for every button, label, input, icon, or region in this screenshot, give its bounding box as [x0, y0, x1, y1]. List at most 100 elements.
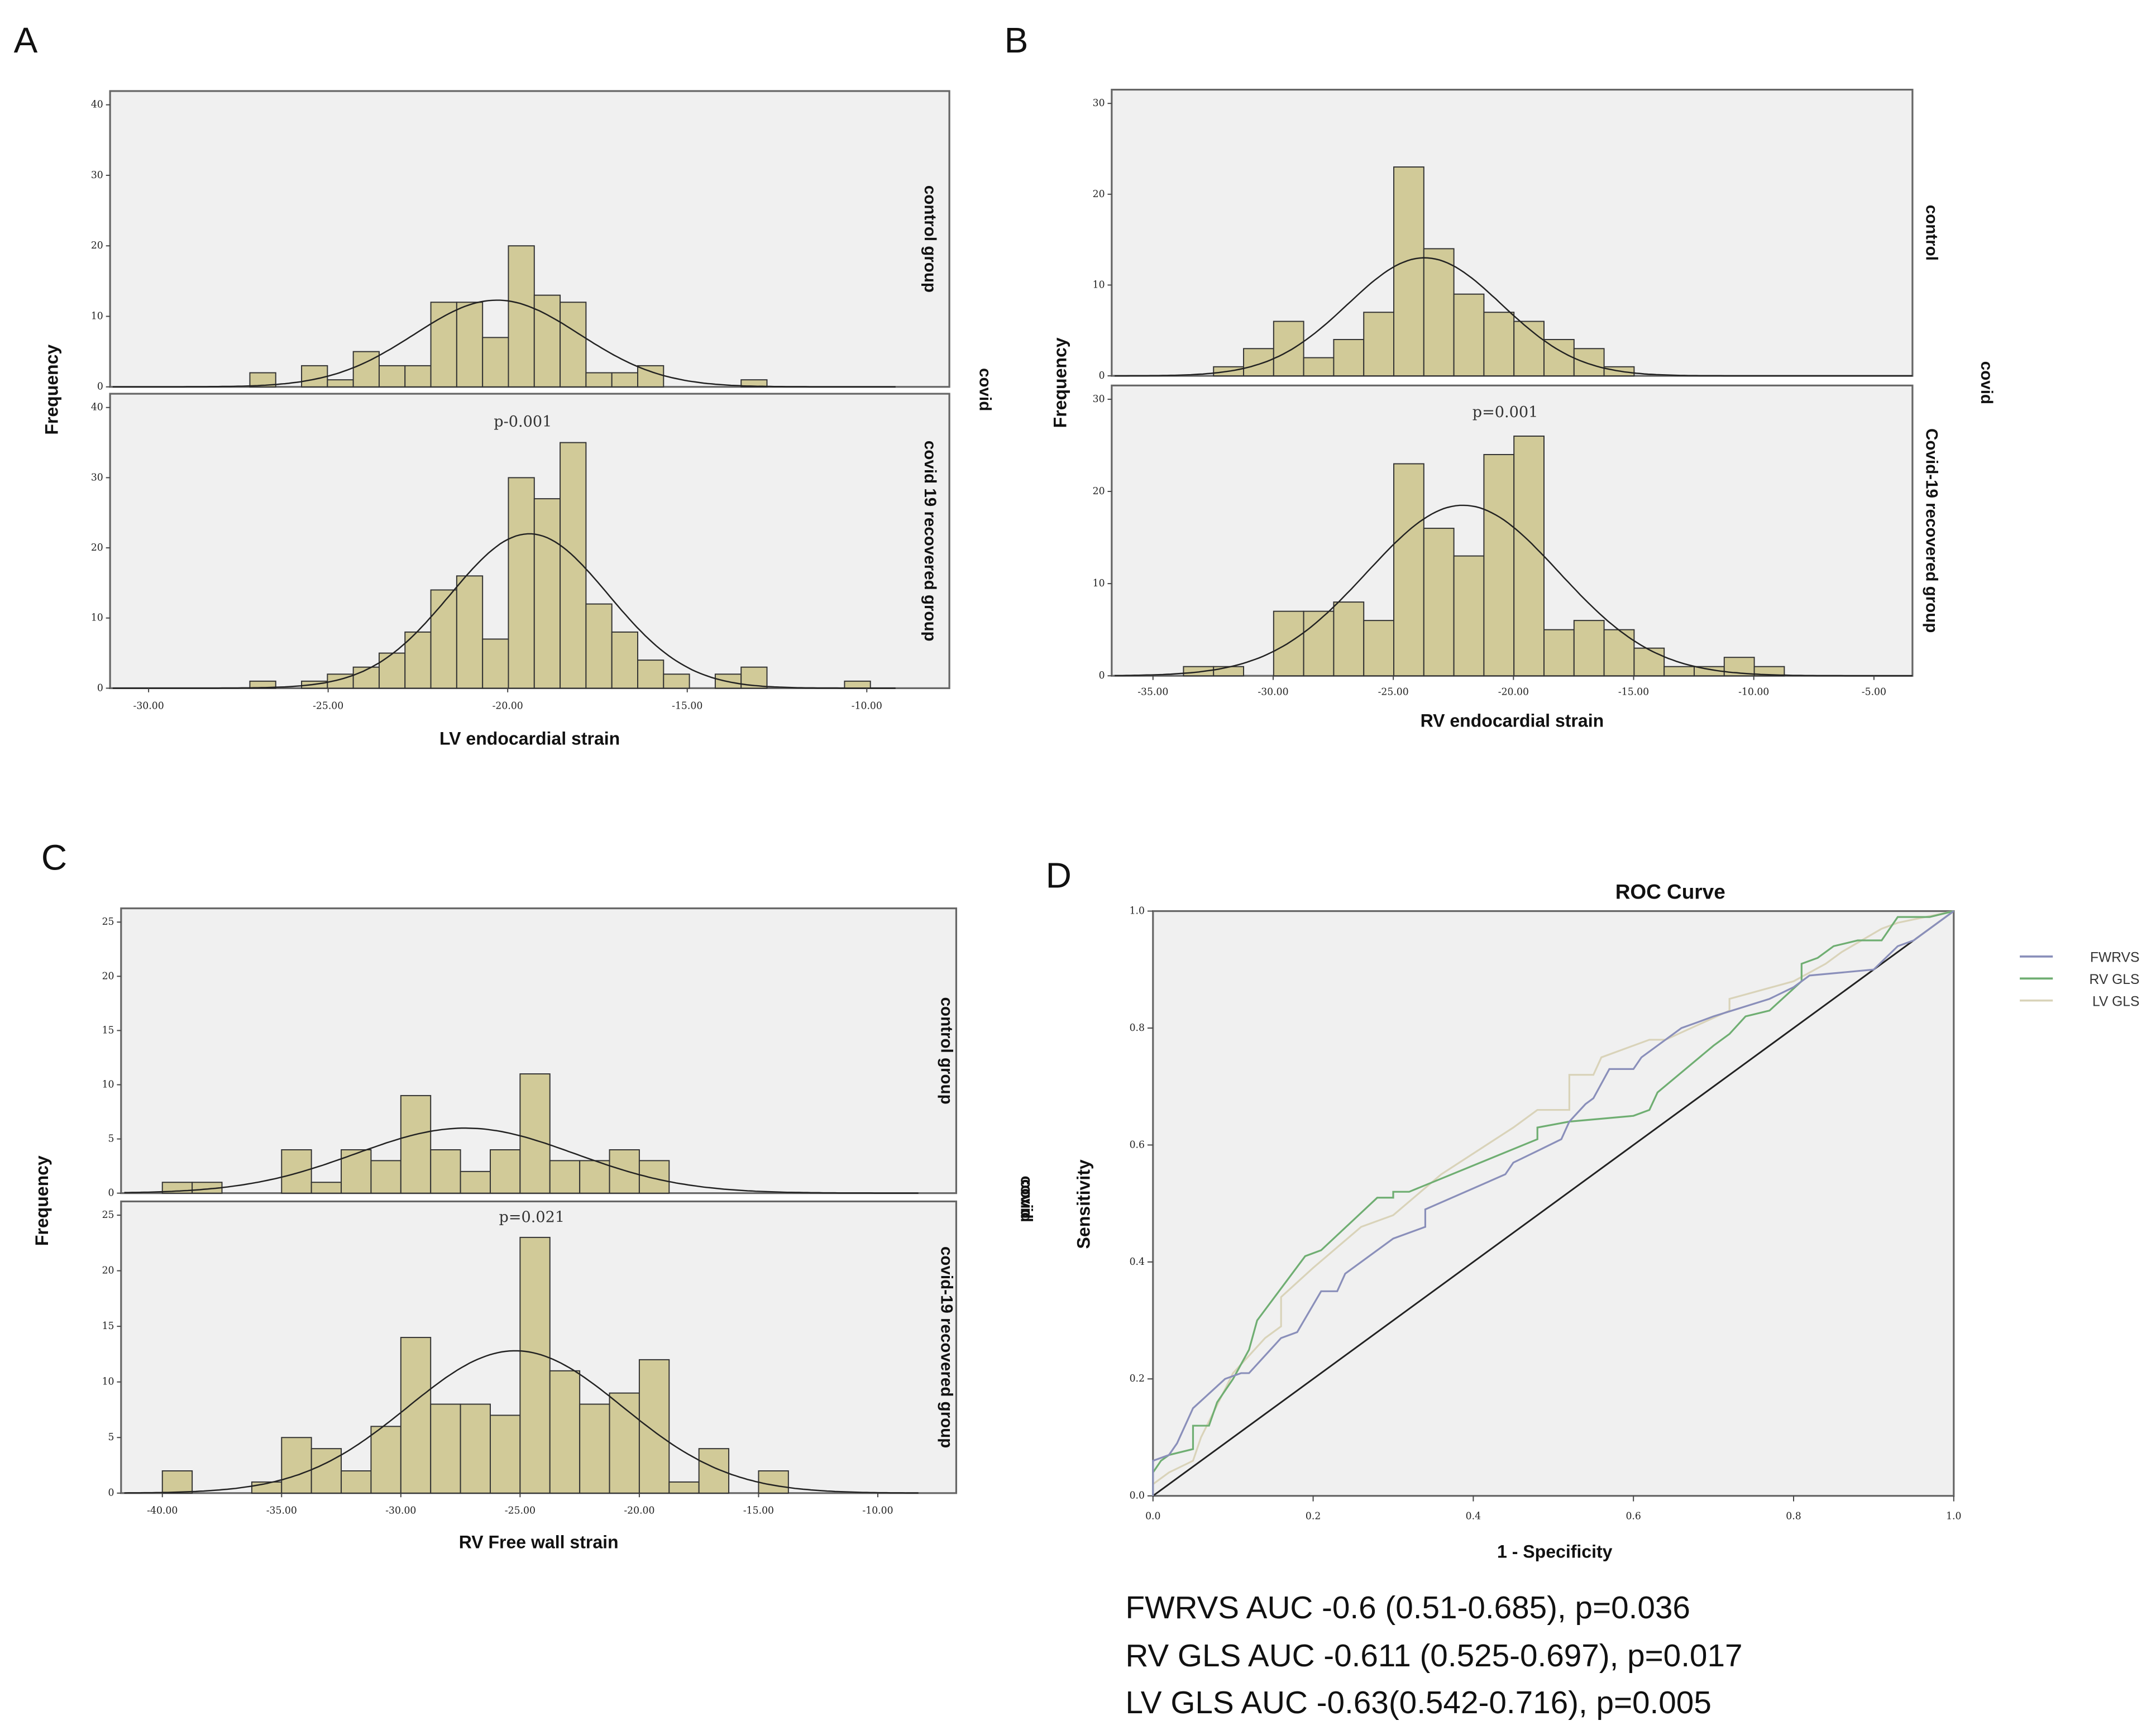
histogram-bar: [430, 1149, 461, 1194]
y-axis-label: Frequency: [1050, 337, 1070, 428]
y-tick-label: 15: [102, 1025, 114, 1036]
y-tick-label: 20: [1093, 189, 1105, 200]
histogram-bar: [637, 659, 665, 689]
legend-label: RV GLS: [2090, 972, 2140, 987]
legend-label: FWRVS: [2090, 950, 2139, 966]
y-tick-label: 10: [91, 310, 103, 322]
histogram-bar: [341, 1470, 372, 1494]
x-tick-label: -20.00: [493, 700, 523, 711]
histogram-bar: [740, 379, 768, 388]
histogram-bar: [456, 302, 484, 388]
facet-strip-label: covid 19 recovered group: [921, 441, 939, 642]
histogram-bar: [533, 294, 561, 388]
histogram-bar: [698, 1448, 730, 1494]
x-tick-label: -10.00: [852, 700, 882, 711]
histogram-bar: [1303, 610, 1335, 677]
y-tick-label: 20: [91, 240, 103, 251]
y-tick-label: 25: [102, 916, 114, 928]
facet-strip-label: control group: [937, 997, 955, 1105]
y-tick-label: 0: [97, 682, 103, 694]
y-tick-label: 40: [91, 99, 103, 111]
y-tick-label: 20: [91, 542, 103, 553]
histogram-bar: [1573, 620, 1605, 677]
x-tick-label: -5.00: [1862, 687, 1886, 698]
histogram-bar: [519, 1236, 551, 1494]
histogram-bar: [758, 1470, 789, 1494]
histogram-bar: [609, 1392, 640, 1494]
x-tick-label: 0.6: [1626, 1511, 1641, 1522]
x-tick-label: -25.00: [505, 1506, 536, 1517]
roc-curve-fwrvs: [1152, 910, 1954, 1496]
panel-letter-a: A: [14, 20, 38, 60]
histogram-panel-rv-endocardial: 0 10 20 30 control 0 10 20 30 Covid-19 recovered …: [1050, 88, 1996, 730]
histogram-bar: [378, 652, 406, 689]
histogram-bar: [1453, 293, 1485, 377]
histogram-bar: [310, 1182, 342, 1194]
facet-label: covid: [1977, 361, 1996, 404]
y-tick-label: 20: [1093, 486, 1105, 497]
histogram-bar: [611, 631, 638, 689]
histogram-bar: [489, 1414, 521, 1494]
histogram-bar: [482, 638, 509, 689]
x-tick-label: -20.00: [624, 1506, 654, 1517]
histogram-bar: [609, 1149, 640, 1194]
histogram-bar: [579, 1160, 610, 1194]
x-tick-label: -15.00: [1618, 687, 1649, 698]
y-tick-label: 10: [102, 1079, 114, 1090]
auc-note-rv-gls: RV GLS AUC -0.611 (0.525-0.697), p=0.017: [1126, 1638, 1743, 1674]
y-tick-label: 10: [1093, 578, 1105, 589]
histogram-bar: [1363, 620, 1395, 677]
histogram-bar: [1753, 666, 1785, 677]
reference-diagonal-line: [1152, 910, 1954, 1497]
y-tick-label: 10: [91, 613, 103, 624]
histogram-bar: [1513, 321, 1545, 377]
histogram-bar: [533, 498, 561, 689]
y-tick-label: 30: [1093, 394, 1105, 405]
histogram-bar: [1483, 312, 1515, 377]
x-tick-label: -20.00: [1498, 687, 1529, 698]
histogram-bar: [378, 365, 406, 388]
facet-label: covid: [976, 368, 994, 411]
histogram-bar: [560, 442, 587, 689]
roc-panel: ROC Curve 0.0 0.2 0.4 0.6 0.8 1.0 0.0 0.2 0.4 0.6 0…: [1017, 880, 2139, 1561]
panel-letter-b: B: [1005, 20, 1029, 60]
histogram-bar: [519, 1073, 551, 1194]
facet-strip-label: control: [1923, 205, 1941, 261]
auc-note-lv-gls: LV GLS AUC -0.63(0.542-0.716), p=0.005: [1126, 1685, 1712, 1721]
y-axis-label: Frequency: [32, 1155, 52, 1246]
x-tick-label: -30.00: [385, 1506, 416, 1517]
normal-curve: [112, 533, 896, 689]
histogram-bar: [1483, 454, 1515, 677]
histogram-bar: [482, 337, 509, 388]
y-axis-label: Sensitivity: [1073, 1159, 1093, 1249]
normal-curve: [1115, 504, 1913, 677]
histogram-bar: [404, 631, 432, 689]
histogram-bar: [1393, 463, 1424, 677]
histogram-bar: [1333, 601, 1365, 677]
y-tick-label: 30: [1093, 98, 1105, 109]
y-tick-label: 10: [1093, 279, 1105, 290]
histogram-bar: [456, 575, 484, 689]
histogram-bar: [404, 365, 432, 388]
histogram-bar: [1573, 348, 1605, 377]
histogram-bar: [460, 1170, 491, 1194]
y-tick-label: 20: [102, 971, 114, 982]
histogram-bar: [1543, 629, 1575, 677]
y-tick-label: 0.6: [1130, 1139, 1145, 1150]
histogram-bar: [281, 1149, 312, 1194]
x-tick-label: 0.2: [1306, 1511, 1321, 1522]
facet-strip-label: control group: [921, 185, 939, 293]
histogram-bar: [560, 302, 587, 388]
x-tick-label: 0.8: [1786, 1511, 1801, 1522]
histogram-bar: [638, 1160, 670, 1194]
y-tick-label: 0.4: [1130, 1256, 1145, 1268]
histogram-bar: [1513, 436, 1545, 677]
y-tick-label: 0.8: [1130, 1022, 1145, 1034]
panel-letter-c: C: [41, 838, 67, 878]
x-tick-label: -40.00: [147, 1506, 178, 1517]
histogram-bar: [327, 379, 354, 388]
histogram-bar: [430, 1403, 461, 1494]
histogram-bar: [341, 1149, 372, 1194]
histogram-bar: [1543, 339, 1575, 377]
y-tick-label: 0: [108, 1188, 114, 1199]
